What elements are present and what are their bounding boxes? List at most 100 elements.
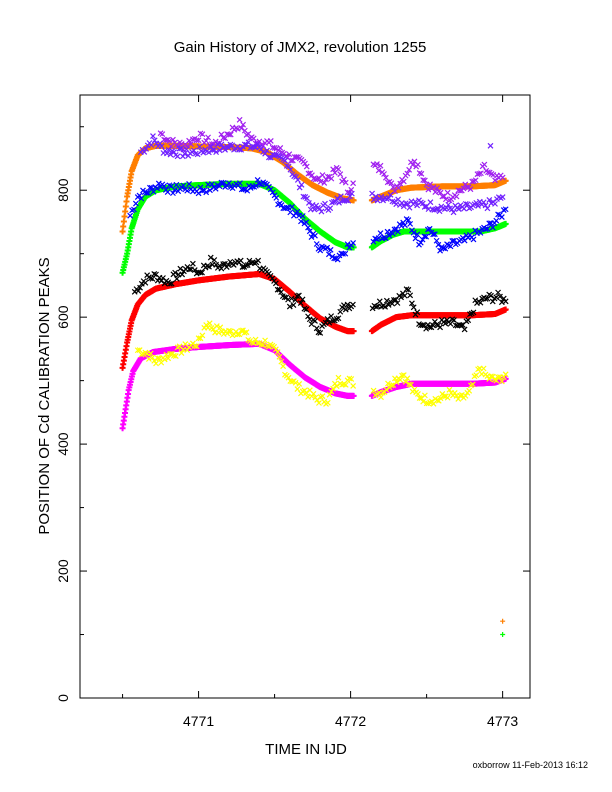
series-1-point bbox=[485, 169, 491, 176]
series-1-point bbox=[324, 173, 331, 180]
series-2-point bbox=[174, 153, 181, 160]
series-2-point bbox=[179, 153, 186, 160]
series-4-point bbox=[423, 233, 430, 240]
series-2-point bbox=[332, 198, 339, 205]
series-3-point bbox=[502, 220, 509, 227]
series-0-point bbox=[502, 177, 509, 184]
series-4-point bbox=[389, 230, 396, 237]
series-4-point bbox=[171, 186, 178, 193]
series-4-point bbox=[395, 228, 401, 235]
series-4-point bbox=[327, 246, 334, 253]
series-1-point bbox=[400, 178, 407, 185]
series-4-point bbox=[431, 231, 438, 238]
series-2-point bbox=[462, 200, 469, 207]
series-4-point bbox=[391, 226, 398, 233]
series-2-point bbox=[327, 205, 334, 212]
series-2-point bbox=[304, 195, 310, 202]
series-4-point bbox=[298, 218, 304, 225]
data-marks bbox=[119, 116, 509, 638]
series-4-point bbox=[370, 238, 377, 245]
series-4-point bbox=[283, 204, 290, 211]
series-1-point bbox=[377, 162, 384, 169]
series-1-point bbox=[420, 177, 427, 184]
series-1-point bbox=[293, 154, 300, 161]
series-2-point bbox=[427, 199, 434, 206]
series-8-point bbox=[262, 337, 269, 344]
series-4-point bbox=[212, 185, 219, 192]
series-4-point bbox=[131, 206, 137, 213]
series-1-point bbox=[397, 180, 404, 187]
series-2-point bbox=[293, 174, 299, 180]
series-4-point bbox=[308, 234, 315, 240]
series-2-point bbox=[200, 149, 207, 156]
series-1-point bbox=[159, 131, 166, 138]
series-4-point bbox=[412, 235, 419, 242]
x-tick-label: 4771 bbox=[183, 713, 214, 729]
series-2-point bbox=[250, 143, 257, 150]
series-1-point bbox=[388, 180, 395, 187]
series-2-point bbox=[285, 163, 292, 170]
series-1-point bbox=[195, 137, 202, 144]
series-4-point bbox=[426, 225, 433, 232]
series-4-point bbox=[289, 203, 296, 210]
series-1-point bbox=[186, 137, 193, 144]
series-9-point bbox=[500, 618, 506, 624]
series-2-point bbox=[298, 181, 305, 188]
series-1-point bbox=[205, 134, 212, 141]
series-8-point bbox=[473, 372, 480, 379]
series-4-point bbox=[484, 225, 491, 232]
series-2-point bbox=[421, 204, 428, 210]
series-1-point bbox=[188, 141, 194, 147]
series-2-point bbox=[225, 145, 232, 151]
series-6-point bbox=[350, 301, 356, 308]
series-4-point bbox=[164, 189, 171, 196]
series-8-point bbox=[378, 394, 384, 401]
series-1-point bbox=[464, 184, 470, 190]
series-4-point bbox=[240, 186, 247, 193]
series-4-point bbox=[502, 206, 509, 213]
series-1-point bbox=[337, 171, 344, 178]
series-8-point bbox=[335, 374, 342, 381]
series-4-point bbox=[410, 229, 417, 236]
series-2-point bbox=[245, 139, 252, 146]
chart-title: Gain History of JMX2, revolution 1255 bbox=[174, 39, 427, 56]
series-2-point bbox=[336, 199, 342, 206]
series-4-point bbox=[414, 231, 421, 238]
series-4-point bbox=[312, 232, 318, 239]
series-1-point bbox=[467, 186, 474, 193]
series-4-point bbox=[237, 180, 243, 187]
series-8-point bbox=[466, 387, 473, 394]
series-2-point bbox=[348, 190, 355, 197]
series-2-point bbox=[345, 197, 352, 204]
series-2-point bbox=[296, 184, 303, 191]
series-2-point bbox=[181, 150, 188, 157]
series-4-point bbox=[180, 182, 187, 189]
series-4-point bbox=[495, 211, 501, 218]
series-2-point bbox=[205, 149, 212, 156]
series-6-point bbox=[237, 257, 244, 264]
series-1-point bbox=[226, 131, 232, 138]
series-0-point bbox=[350, 197, 357, 204]
series-4-point bbox=[203, 189, 210, 196]
series-4-point bbox=[340, 250, 346, 257]
series-4-point bbox=[489, 224, 496, 231]
series-1-point bbox=[390, 184, 397, 191]
series-2-point bbox=[387, 191, 394, 198]
series-1-point bbox=[240, 121, 247, 128]
footer-credit: oxborrow 11-Feb-2013 16:12 bbox=[473, 760, 588, 770]
series-4-point bbox=[294, 208, 301, 215]
series-4-point bbox=[381, 234, 387, 241]
series-4-point bbox=[482, 226, 489, 233]
series-1-point bbox=[344, 189, 351, 196]
series-1-point bbox=[277, 145, 284, 151]
series-4-point bbox=[421, 233, 428, 240]
series-1-point bbox=[303, 163, 310, 170]
series-2-point bbox=[216, 147, 223, 154]
series-8-point bbox=[294, 386, 301, 392]
series-1-point bbox=[321, 180, 328, 186]
series-2-point bbox=[163, 150, 170, 157]
series-8-point bbox=[319, 393, 326, 400]
series-4-point bbox=[417, 239, 424, 246]
series-4-point bbox=[143, 189, 150, 196]
